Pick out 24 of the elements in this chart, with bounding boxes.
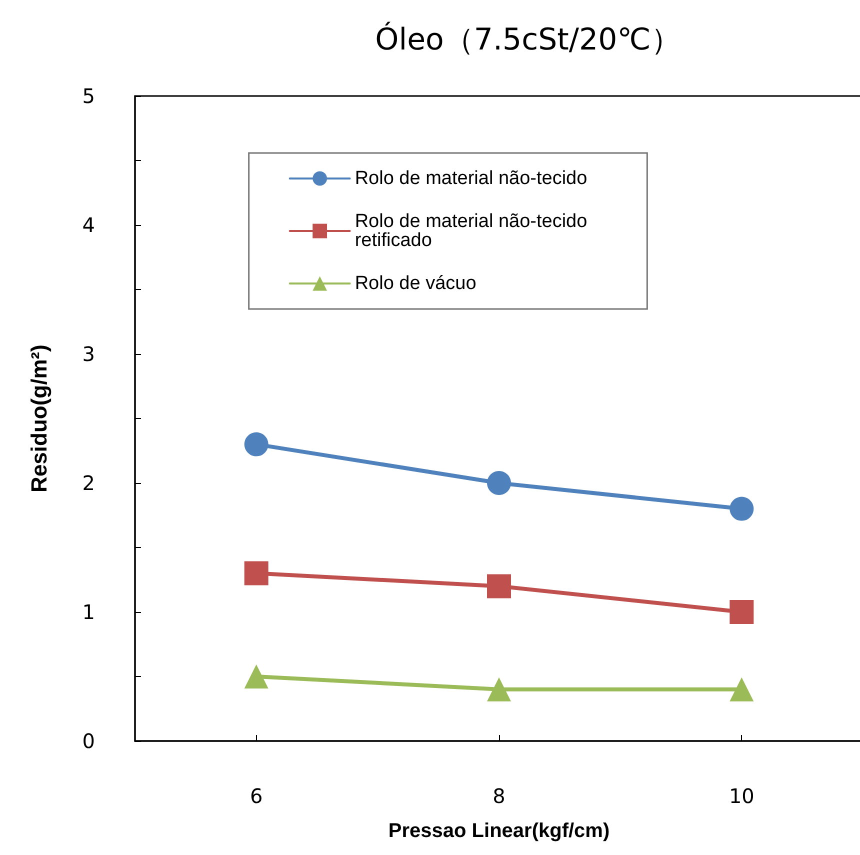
point [730, 496, 754, 521]
y-tick-label: 3 [82, 342, 95, 366]
point [244, 432, 268, 456]
y-tick-label: 2 [82, 471, 95, 495]
y-axis-title: Residuo(g/m²) [26, 344, 52, 492]
y-tick-label: 4 [82, 213, 95, 237]
legend-label: Rolo de material não-tecido retificado [354, 211, 588, 251]
x-tick-label: 6 [250, 784, 263, 808]
x-axis-title: Pressao Linear(kgf/cm) [388, 820, 610, 842]
point [487, 471, 511, 495]
x-tick-label: 10 [728, 784, 754, 808]
point [487, 677, 511, 702]
y-tick-label: 5 [82, 84, 95, 108]
point [244, 561, 268, 586]
point [487, 574, 511, 598]
chart-title: Óleo（7.5cSt/20℃） [375, 22, 681, 58]
y-tick-label: 0 [82, 729, 95, 753]
point [730, 677, 754, 702]
legend-label: Rolo de vácuo [354, 273, 476, 294]
legend-label: Rolo de material não-tecido [354, 168, 588, 189]
point [730, 600, 754, 624]
y-tick-label: 1 [82, 600, 95, 624]
x-tick-label: 8 [492, 784, 506, 808]
point [244, 664, 268, 688]
